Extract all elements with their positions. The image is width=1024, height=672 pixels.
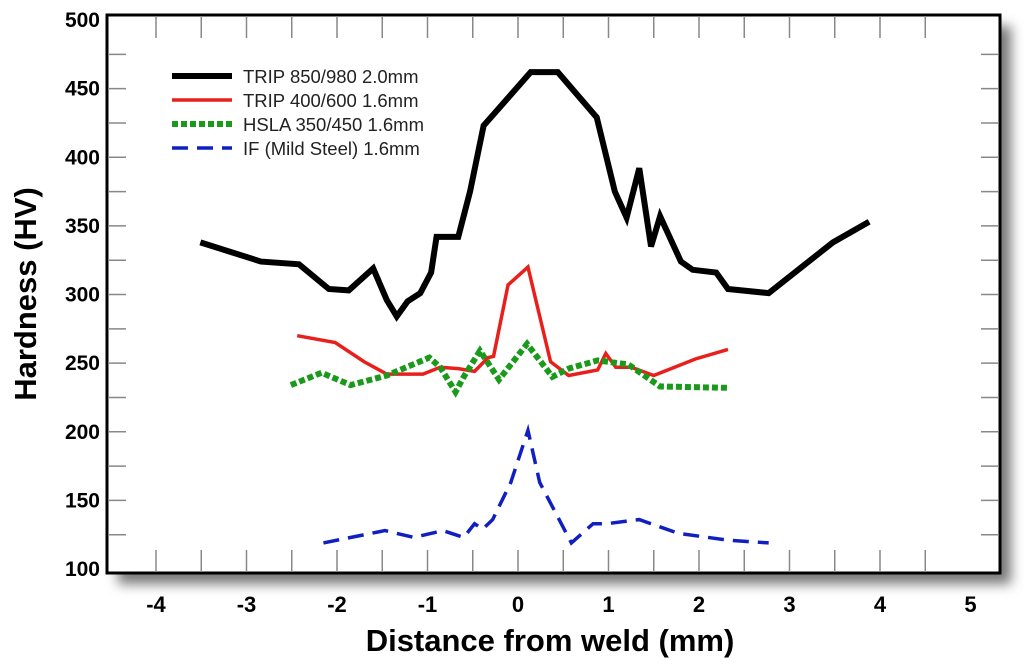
x-tick-labels: -4 -3 -2 -1 0 1 2 3 4 5 [146, 592, 976, 617]
y-tick-label: 400 [65, 146, 100, 169]
legend-label-0: TRIP 850/980 2.0mm [243, 66, 419, 87]
y-tick-label: 200 [65, 421, 100, 444]
y-tick-labels: 100 150 200 250 300 350 400 450 500 [65, 9, 100, 581]
x-tick-label: -2 [327, 592, 347, 617]
y-tick-label: 250 [65, 352, 100, 375]
y-tick-label: 350 [65, 215, 100, 238]
y-tick-label: 300 [65, 284, 100, 307]
y-tick-label: 150 [65, 489, 100, 512]
x-tick-label: 0 [512, 592, 524, 617]
legend-label-2: HSLA 350/450 1.6mm [243, 114, 424, 135]
y-tick-label: 100 [65, 558, 100, 581]
y-tick-label: 500 [65, 9, 100, 32]
y-tick-label: 450 [65, 78, 100, 101]
x-tick-label: 2 [693, 592, 705, 617]
legend-label-1: TRIP 400/600 1.6mm [243, 90, 419, 111]
x-tick-label: 1 [602, 592, 614, 617]
x-tick-label: -3 [237, 592, 257, 617]
y-axis-title: Hardness (HV) [8, 187, 43, 401]
x-axis-title: Distance from weld (mm) [366, 623, 735, 658]
x-tick-label: 4 [874, 592, 887, 617]
legend-label-3: IF (Mild Steel) 1.6mm [243, 138, 420, 159]
plot-area [107, 15, 1000, 573]
x-tick-label: 5 [964, 592, 976, 617]
x-tick-label: -1 [418, 592, 438, 617]
x-tick-label: -4 [146, 592, 166, 617]
x-tick-label: 3 [783, 592, 795, 617]
